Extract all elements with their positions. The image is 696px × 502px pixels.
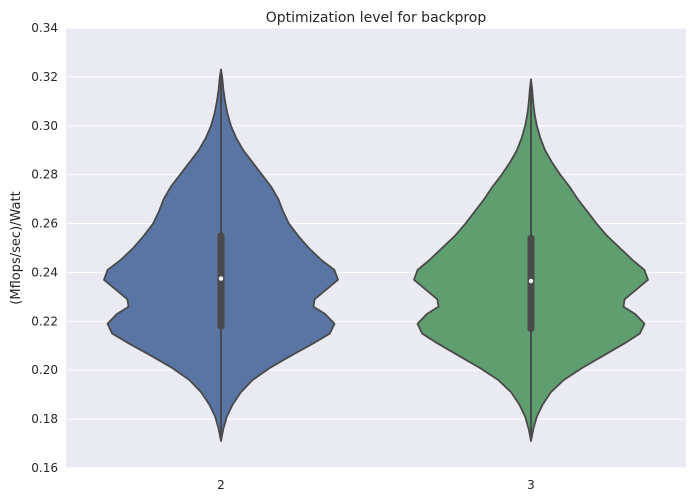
y-tick-label: 0.30 [31, 119, 58, 133]
violins [103, 68, 649, 443]
y-tick-label: 0.26 [31, 217, 58, 231]
y-tick-label: 0.18 [31, 412, 58, 426]
y-tick-label: 0.32 [31, 70, 58, 84]
y-tick-label: 0.28 [31, 168, 58, 182]
violin-2 [103, 68, 339, 443]
y-axis-ticks: 0.16 0.18 0.20 0.22 0.24 0.26 0.28 0.30 0.32 0.34 [31, 21, 58, 475]
y-tick-label: 0.24 [31, 265, 58, 279]
y-tick-label: 0.16 [31, 461, 58, 475]
violin-3 [413, 78, 649, 443]
y-tick-label: 0.20 [31, 363, 58, 377]
x-tick-label: 3 [527, 478, 535, 492]
x-tick-label: 2 [217, 478, 225, 492]
violin-median-point [528, 278, 534, 284]
y-tick-label: 0.34 [31, 21, 58, 35]
y-axis-label: (Mflops/sec)/Watt [9, 191, 24, 304]
chart-title: Optimization level for backprop [266, 10, 487, 26]
y-tick-label: 0.22 [31, 314, 58, 328]
gridlines [66, 27, 686, 469]
violin-median-point [218, 276, 224, 281]
